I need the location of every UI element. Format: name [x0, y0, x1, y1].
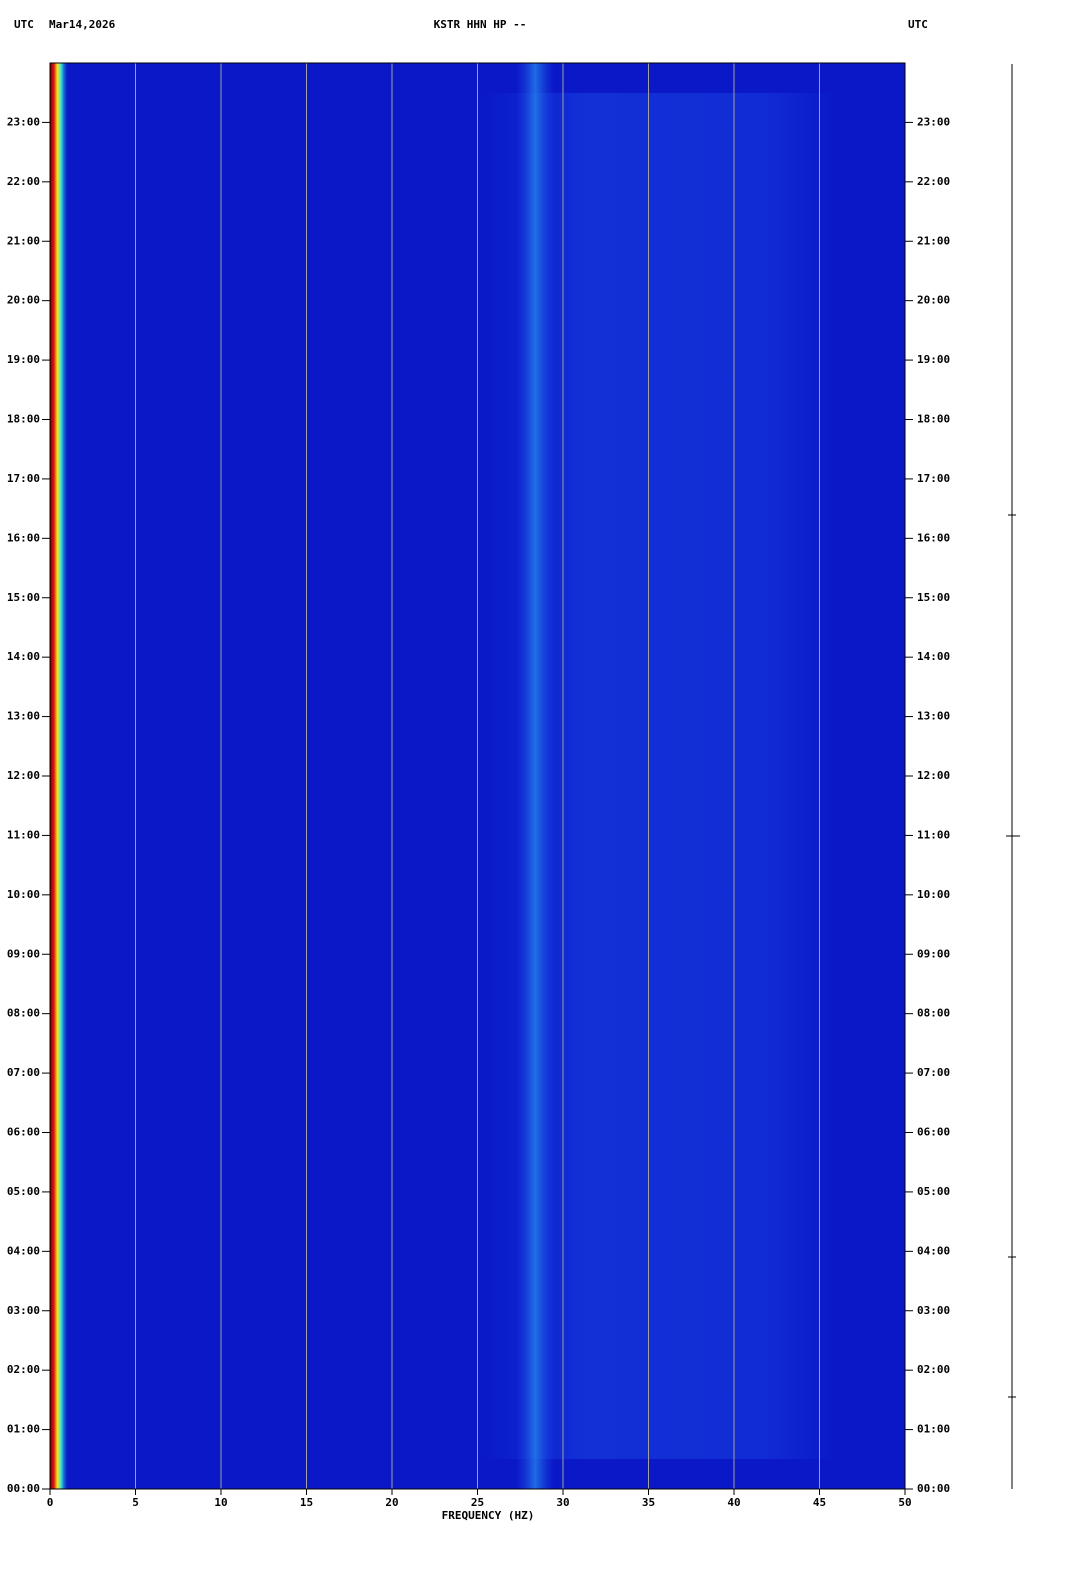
y-tick-label-right: 20:00: [917, 294, 950, 307]
y-tick-label-left: 03:00: [7, 1304, 40, 1317]
y-tick-label-right: 09:00: [917, 947, 950, 960]
y-tick-label-right: 15:00: [917, 591, 950, 604]
y-tick-label-right: 05:00: [917, 1185, 950, 1198]
x-tick-label: 45: [813, 1496, 826, 1509]
y-tick-label-left: 15:00: [7, 591, 40, 604]
y-tick-label-left: 04:00: [7, 1244, 40, 1257]
y-tick-label-right: 01:00: [917, 1423, 950, 1436]
y-tick-label-left: 07:00: [7, 1066, 40, 1079]
y-tick-label-left: 12:00: [7, 769, 40, 782]
y-tick-label-left: 01:00: [7, 1423, 40, 1436]
x-tick-label: 5: [132, 1496, 139, 1509]
y-tick-label-right: 18:00: [917, 413, 950, 426]
y-tick-label-left: 09:00: [7, 947, 40, 960]
y-tick-label-left: 02:00: [7, 1363, 40, 1376]
y-tick-label-left: 10:00: [7, 888, 40, 901]
y-tick-label-left: 14:00: [7, 650, 40, 663]
chart-title: KSTR HHN HP --: [434, 18, 527, 31]
x-tick-label: 15: [300, 1496, 313, 1509]
y-tick-label-right: 00:00: [917, 1482, 950, 1495]
resonance-band: [515, 63, 555, 1489]
x-axis-label: FREQUENCY (HZ): [442, 1509, 535, 1522]
y-tick-label-left: 17:00: [7, 472, 40, 485]
x-tick-label: 50: [898, 1496, 911, 1509]
x-tick-label: 30: [556, 1496, 569, 1509]
x-tick-label: 0: [47, 1496, 54, 1509]
y-tick-label-right: 16:00: [917, 531, 950, 544]
y-tick-label-left: 11:00: [7, 828, 40, 841]
low-frequency-edge: [50, 63, 69, 1489]
y-tick-label-right: 06:00: [917, 1126, 950, 1139]
y-tick-label-right: 21:00: [917, 234, 950, 247]
y-tick-label-right: 02:00: [917, 1363, 950, 1376]
y-tick-label-left: 05:00: [7, 1185, 40, 1198]
y-tick-label-left: 08:00: [7, 1007, 40, 1020]
y-tick-label-right: 04:00: [917, 1244, 950, 1257]
y-tick-label-left: 22:00: [7, 175, 40, 188]
y-tick-label-right: 19:00: [917, 353, 950, 366]
x-tick-label: 40: [727, 1496, 740, 1509]
y-tick-label-right: 14:00: [917, 650, 950, 663]
y-tick-label-left: 18:00: [7, 413, 40, 426]
timezone-right: UTC: [908, 18, 928, 31]
y-tick-label-left: 06:00: [7, 1126, 40, 1139]
y-tick-label-left: 23:00: [7, 115, 40, 128]
y-tick-label-right: 13:00: [917, 710, 950, 723]
y-tick-label-right: 17:00: [917, 472, 950, 485]
seismogram-trace: [1006, 64, 1020, 1489]
y-tick-label-left: 13:00: [7, 710, 40, 723]
y-tick-label-left: 16:00: [7, 531, 40, 544]
y-tick-label-right: 03:00: [917, 1304, 950, 1317]
date: Mar14,2026: [49, 18, 116, 31]
y-tick-label-left: 21:00: [7, 234, 40, 247]
y-tick-label-right: 22:00: [917, 175, 950, 188]
x-tick-label: 10: [214, 1496, 227, 1509]
x-tick-label: 25: [471, 1496, 484, 1509]
plot-frame: [49, 62, 906, 1490]
timezone-left: UTC: [14, 18, 34, 31]
y-tick-label-right: 07:00: [917, 1066, 950, 1079]
y-tick-label-right: 08:00: [917, 1007, 950, 1020]
y-tick-label-left: 00:00: [7, 1482, 40, 1495]
y-tick-label-right: 11:00: [917, 828, 950, 841]
y-tick-label-right: 23:00: [917, 115, 950, 128]
y-tick-label-left: 19:00: [7, 353, 40, 366]
y-tick-label-left: 20:00: [7, 294, 40, 307]
y-tick-label-right: 10:00: [917, 888, 950, 901]
x-tick-label: 35: [642, 1496, 655, 1509]
x-tick-label: 20: [385, 1496, 398, 1509]
y-tick-label-right: 12:00: [917, 769, 950, 782]
